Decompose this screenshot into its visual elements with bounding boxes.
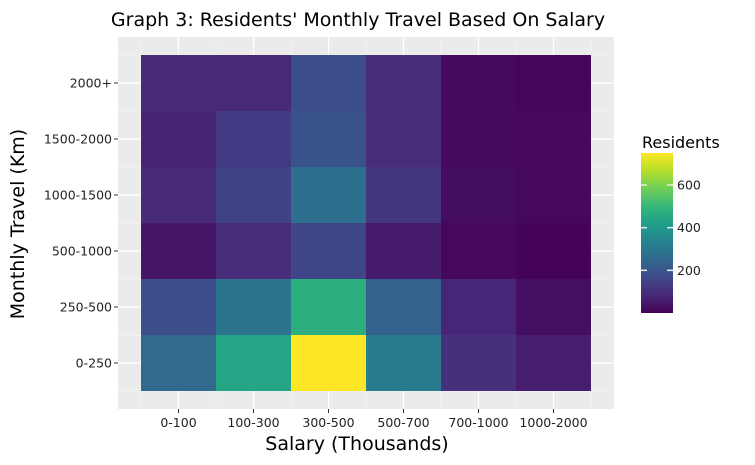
heatmap-cell-500-700-0-250 bbox=[366, 335, 441, 391]
heatmap-cell-100-300-0-250 bbox=[216, 335, 291, 391]
heatmap-cell-0-100-0-250 bbox=[141, 335, 216, 391]
heatmap-cell-0-100-250-500 bbox=[141, 279, 216, 335]
heatmap-cell-1000-2000-1000-1500 bbox=[516, 167, 591, 223]
y-tick-label: 500-1000 bbox=[52, 244, 112, 259]
color-legend: Residents 200 400 600 bbox=[641, 133, 720, 313]
heatmap-cell-0-100-1000-1500 bbox=[141, 167, 216, 223]
heatmap-cell-700-1000-1500-2000 bbox=[441, 111, 516, 167]
heatmap-cell-500-700-1500-2000 bbox=[366, 111, 441, 167]
y-tick-label: 2000+ bbox=[70, 76, 112, 91]
heatmap-cell-500-700-500-1000 bbox=[366, 223, 441, 279]
y-tick-label: 250-500 bbox=[60, 300, 112, 315]
heatmap-cell-0-100-1500-2000 bbox=[141, 111, 216, 167]
heatmap-cell-300-500-1500-2000 bbox=[291, 111, 366, 167]
legend-tick-label: 600 bbox=[677, 178, 701, 193]
heatmap-cell-100-300-2000+ bbox=[216, 55, 291, 111]
x-tick-label: 0-100 bbox=[160, 415, 196, 430]
heatmap-cell-1000-2000-1500-2000 bbox=[516, 111, 591, 167]
heatmap-cell-500-700-1000-1500 bbox=[366, 167, 441, 223]
legend-tick-label: 400 bbox=[677, 220, 701, 235]
y-tick-label: 1000-1500 bbox=[44, 188, 112, 203]
legend-tick-label: 200 bbox=[677, 263, 701, 278]
heatmap-cell-500-700-250-500 bbox=[366, 279, 441, 335]
y-tick-label: 1500-2000 bbox=[44, 132, 112, 147]
heatmap-cell-1000-2000-500-1000 bbox=[516, 223, 591, 279]
heatmap-cell-700-1000-2000+ bbox=[441, 55, 516, 111]
y-axis-ticks: 0-250 250-500 500-1000 1000-1500 1500-2000 20… bbox=[44, 76, 118, 371]
heatmap-cell-700-1000-250-500 bbox=[441, 279, 516, 335]
x-axis-ticks: 0-100 100-300 300-500 500-700 700-1000 1000-2… bbox=[160, 409, 588, 430]
x-tick-label: 1000-2000 bbox=[519, 415, 587, 430]
heatmap-cell-300-500-250-500 bbox=[291, 279, 366, 335]
heatmap-cell-100-300-250-500 bbox=[216, 279, 291, 335]
x-tick-label: 700-1000 bbox=[448, 415, 508, 430]
legend-color-bar bbox=[641, 153, 673, 313]
heatmap-cell-300-500-2000+ bbox=[291, 55, 366, 111]
x-tick-label: 500-700 bbox=[377, 415, 429, 430]
heatmap-cell-300-500-500-1000 bbox=[291, 223, 366, 279]
heatmap-cell-100-300-1000-1500 bbox=[216, 167, 291, 223]
heatmap-cell-700-1000-0-250 bbox=[441, 335, 516, 391]
heatmap-cell-700-1000-500-1000 bbox=[441, 223, 516, 279]
x-tick-label: 300-500 bbox=[302, 415, 354, 430]
heatmap-cell-1000-2000-250-500 bbox=[516, 279, 591, 335]
legend-title: Residents bbox=[642, 133, 720, 152]
heatmap-cell-300-500-1000-1500 bbox=[291, 167, 366, 223]
heatmap-cell-100-300-500-1000 bbox=[216, 223, 291, 279]
heatmap-cell-0-100-500-1000 bbox=[141, 223, 216, 279]
y-tick-label: 0-250 bbox=[76, 356, 112, 371]
y-axis-title: Monthly Travel (Km) bbox=[7, 129, 29, 319]
heatmap-cell-700-1000-1000-1500 bbox=[441, 167, 516, 223]
x-tick-label: 100-300 bbox=[227, 415, 279, 430]
heatmap-cell-1000-2000-0-250 bbox=[516, 335, 591, 391]
chart-title: Graph 3: Residents' Monthly Travel Based… bbox=[111, 9, 605, 31]
heatmap-cell-300-500-0-250 bbox=[291, 335, 366, 391]
heatmap-cell-0-100-2000+ bbox=[141, 55, 216, 111]
heatmap-cell-500-700-2000+ bbox=[366, 55, 441, 111]
heatmap-cell-100-300-1500-2000 bbox=[216, 111, 291, 167]
x-axis-title: Salary (Thousands) bbox=[265, 433, 448, 455]
heatmap-cell-1000-2000-2000+ bbox=[516, 55, 591, 111]
heatmap-cells bbox=[141, 55, 591, 391]
